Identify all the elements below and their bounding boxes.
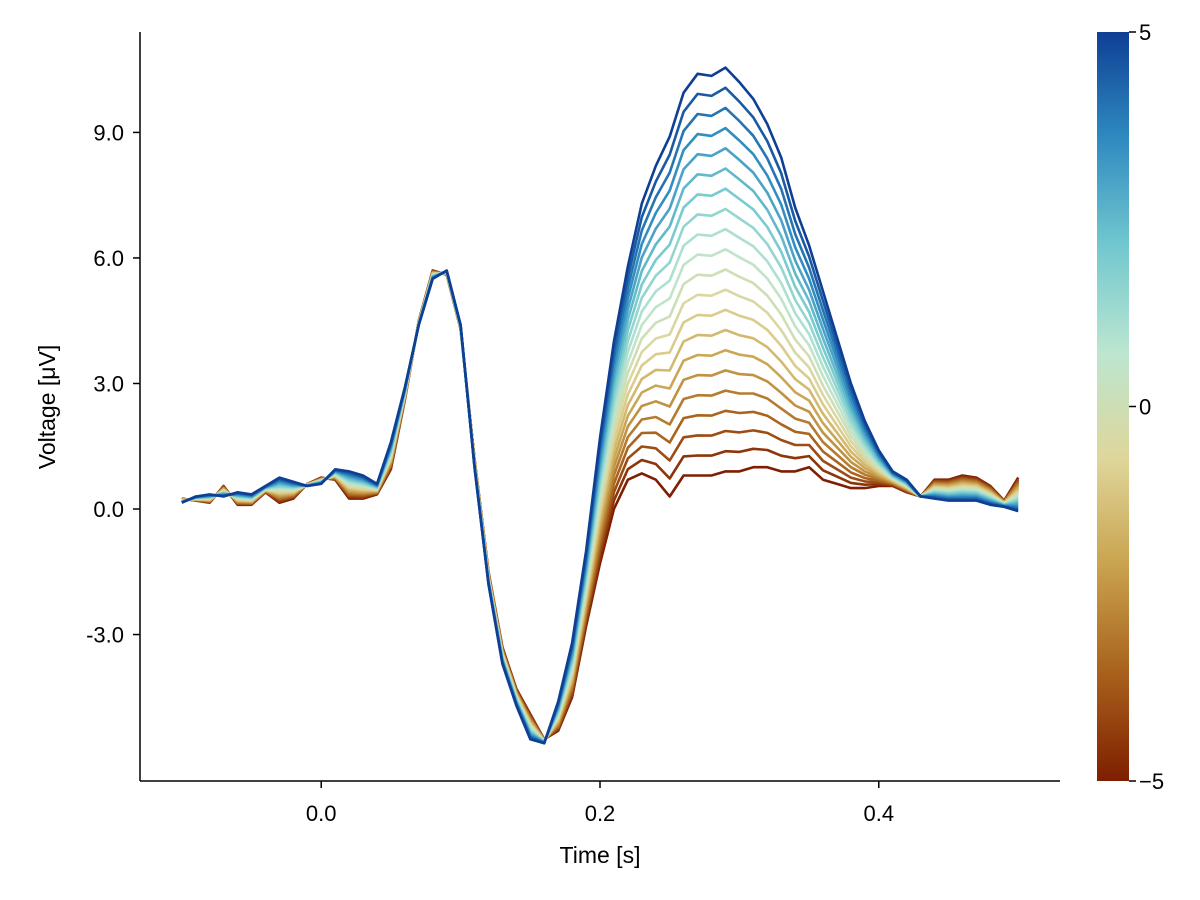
series-layer [181, 66, 1020, 745]
x-tick-label: 0.4 [863, 801, 894, 826]
series-line-19 [181, 86, 1019, 745]
y-tick-label: -3.0 [86, 623, 124, 648]
colorbar-tick-label: 0 [1139, 395, 1151, 420]
series-line-20 [181, 66, 1019, 745]
y-tick-label: 6.0 [93, 246, 124, 271]
x-axis-label: Time [s] [560, 842, 641, 868]
y-ticks: -3.0 0.0 3.0 6.0 9.0 [86, 120, 140, 648]
y-tick-label: 3.0 [93, 371, 124, 396]
y-axis-label: Voltage [μV] [34, 345, 60, 470]
x-ticks: 0.0 0.2 0.4 [306, 781, 894, 826]
y-tick-label: 0.0 [93, 497, 124, 522]
colorbar-tick-label: 5 [1139, 20, 1151, 45]
colorbar-tick-label: −5 [1139, 769, 1164, 794]
y-tick-label: 9.0 [93, 120, 124, 145]
x-tick-label: 0.0 [306, 801, 337, 826]
series-line-10 [181, 268, 1019, 743]
x-tick-label: 0.2 [585, 801, 616, 826]
colorbar [1097, 32, 1129, 781]
colorbar-ticks: −5 0 5 [1129, 20, 1164, 794]
series-line-18 [181, 106, 1019, 745]
